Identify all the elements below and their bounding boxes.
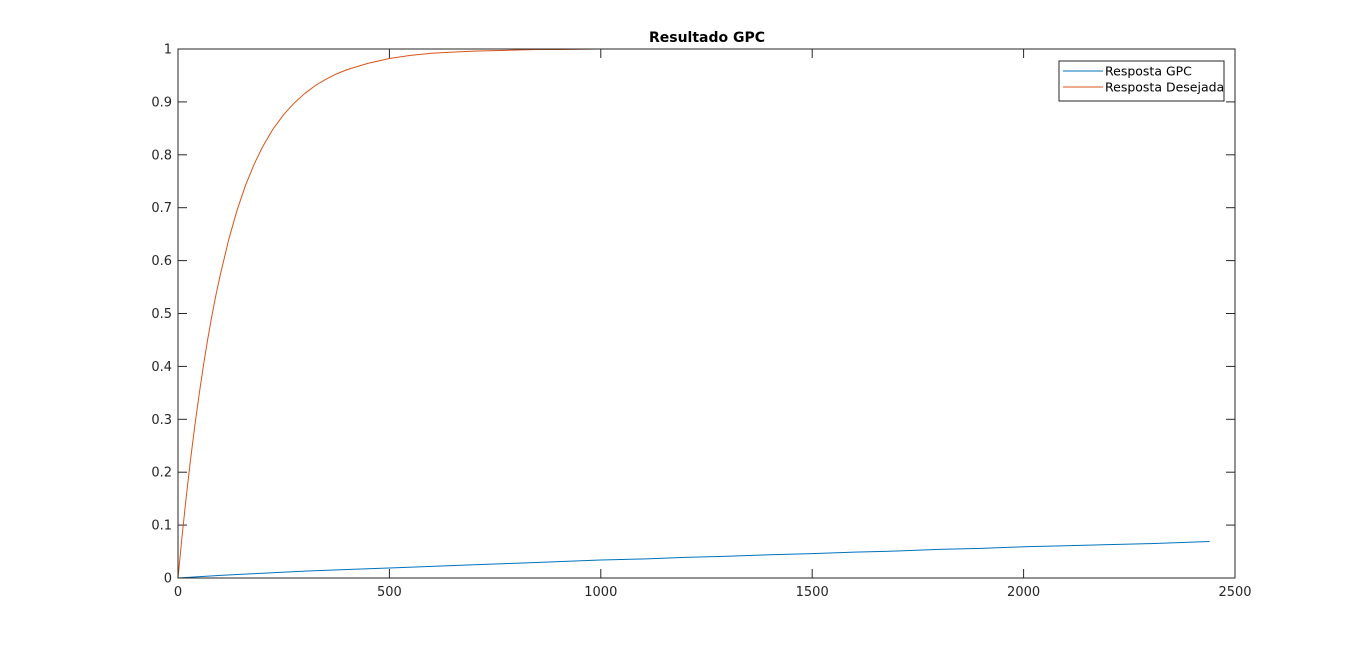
x-tick-label: 500 [377, 585, 402, 600]
axis-tick-labels: 0 500 1000 1500 2000 2500 0 0.1 0.2 0.3 0.4 0.5 0.6 0… [151, 43, 1251, 601]
y-tick-label: 0.5 [151, 307, 172, 322]
legend-label: Resposta Desejada [1105, 80, 1224, 95]
chart-title: Resultado GPC [649, 30, 765, 46]
y-tick-label: 0.8 [151, 148, 172, 163]
y-tick-label: 1 [164, 43, 172, 58]
x-tick-label: 1500 [796, 585, 829, 600]
axes-box [177, 48, 1236, 579]
y-tick-label: 0.9 [151, 95, 172, 110]
series-lines [177, 48, 1210, 579]
plot-area [178, 49, 1235, 578]
series-line-1 [177, 541, 1210, 579]
axes-background [178, 49, 1235, 578]
y-tick-label: 0.3 [151, 413, 172, 428]
y-tick-label: 0.4 [151, 360, 172, 375]
legend-label: Resposta GPC [1105, 64, 1192, 79]
y-tick-label: 0.7 [151, 201, 172, 216]
y-tick-label: 0.1 [151, 519, 172, 534]
axes-frame [177, 48, 1236, 579]
x-tick-label: 1000 [584, 585, 617, 600]
x-tick-label: 2000 [1007, 585, 1040, 600]
series-line-2 [177, 48, 813, 579]
y-tick-label: 0.6 [151, 254, 172, 269]
y-tick-label: 0.2 [151, 466, 172, 481]
legend-box [1058, 60, 1225, 102]
x-tick-label: 2500 [1218, 585, 1251, 600]
x-tick-label: 0 [174, 585, 182, 600]
y-tick-label: 0 [164, 572, 172, 587]
